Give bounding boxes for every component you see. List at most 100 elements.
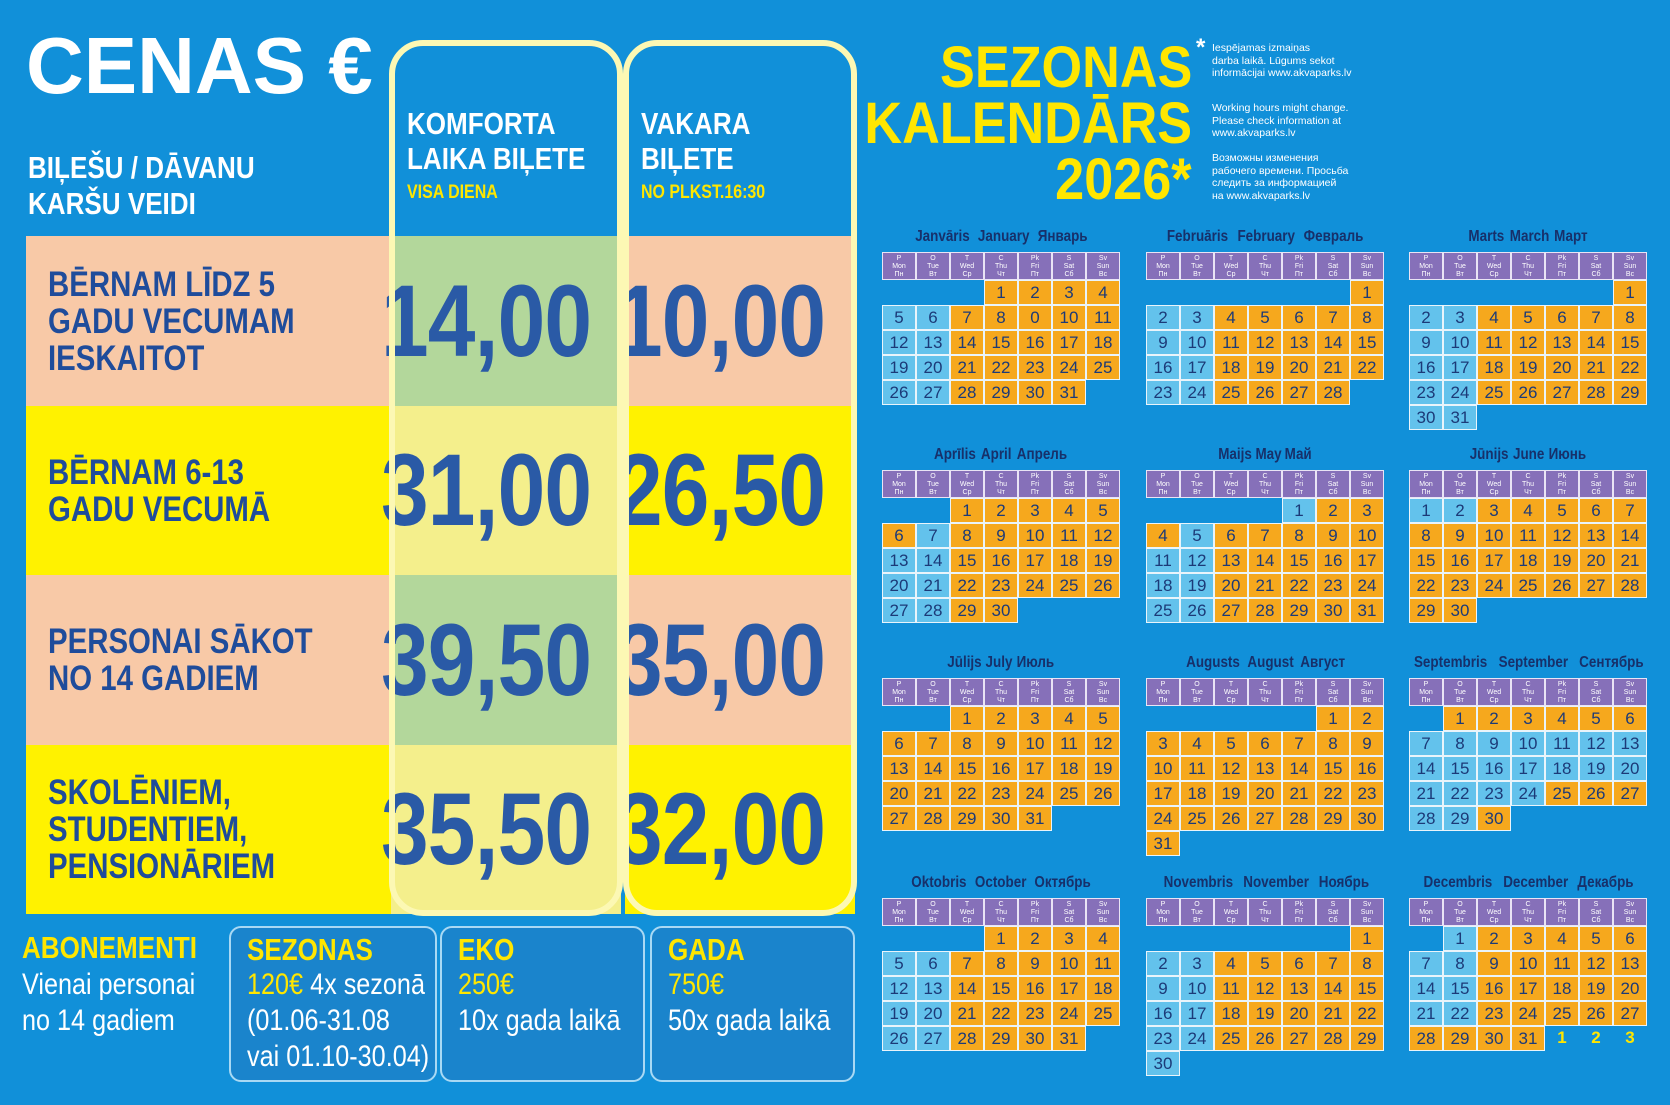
day: 11 [1086,951,1120,976]
day: 23 [1409,380,1443,405]
day: 21 [1248,573,1282,598]
day: 1 [1350,280,1384,305]
day: 7 [950,305,984,330]
day: 8 [984,305,1018,330]
price-cell: 39,50 [381,575,621,745]
weekday-label: Pk [1557,681,1567,688]
day: 4 [1511,498,1545,523]
weekday-label: O [1194,255,1200,262]
day: 18 [1214,1001,1248,1026]
weekday-label: Sat [1590,909,1602,916]
day: 12 [882,976,916,1001]
weekday-label: Mon [1156,909,1170,916]
weekday-label: Пт [1294,271,1304,278]
day: 4 [1086,280,1120,305]
row-label-cell: PERSONAI SĀKOT NO 14 GADIEM [26,575,391,745]
weekday-label: C [1262,901,1268,908]
weekday-label: O [1194,681,1200,688]
day: 25 [1511,573,1545,598]
day: 12 [1579,731,1613,756]
day: 2 [1146,305,1180,330]
day: 6 [1248,731,1282,756]
weekday-label: Пт [1557,917,1567,924]
day: 5 [1579,926,1613,951]
weekday-label: Sat [1063,481,1075,488]
weekday-label: Thu [1521,909,1535,916]
month-title: Februāris February Февраль [1146,228,1384,248]
weekday-cell: C Thu Чт [1248,678,1282,706]
weekday-label: P [1423,255,1429,262]
plan-price: 120€ [247,968,304,1001]
weekday-label: Пн [894,271,904,278]
day: 6 [882,731,916,756]
weekday-label: Вт [929,697,937,704]
row-label: SKOLĒNIEM, [48,773,231,812]
weekday-label: Sun [1096,689,1110,696]
day: 21 [1613,548,1647,573]
weekday-label: Вт [1193,489,1201,496]
weekday-label: Вс [1362,917,1372,924]
weekday-label: Sun [1360,481,1374,488]
calendar-note: informācijai www.akvaparks.lv [1212,67,1352,79]
plan-name: GADA [668,932,745,967]
day: 24 [1018,573,1052,598]
weekday-label: P [896,473,902,480]
weekday-label: Вс [1625,271,1635,278]
weekday-label: Пн [1158,271,1168,278]
weekday-label: Сб [1064,697,1074,704]
day: 15 [1282,548,1316,573]
day: 16 [984,548,1018,573]
weekday-label: Pk [1030,901,1040,908]
day: 23 [984,573,1018,598]
weekday-label: C [998,255,1004,262]
weekday-cell: S Sat Сб [1316,898,1350,926]
weekday-label: Thu [1521,263,1535,270]
weekday-label: Thu [1258,481,1272,488]
weekday-label: Вт [1193,917,1201,924]
weekday-label: Ср [1489,917,1499,924]
day: 15 [1350,976,1384,1001]
day: 11 [1146,548,1180,573]
day: 17 [1052,330,1086,355]
weekday-cell: Pk Fri Пт [1545,898,1579,926]
weekday-label: Pk [1557,901,1567,908]
day: 25 [1052,573,1086,598]
weekday-label: S [1066,255,1072,262]
weekday-cell: O Tue Вт [1443,252,1477,280]
month-name: Aprīlis [933,446,976,463]
day: 22 [1409,573,1443,598]
day: 27 [1613,781,1647,806]
day: 17 [1443,355,1477,380]
day: 11 [1545,951,1579,976]
day: 5 [1579,706,1613,731]
day: 15 [950,756,984,781]
weekday-label: Mon [892,909,906,916]
day: 26 [1545,573,1579,598]
price-cell: 14,00 [381,236,621,406]
day: 5 [882,951,916,976]
day: 10 [1511,731,1545,756]
weekday-cell: O Tue Вт [1443,898,1477,926]
day: 6 [1545,305,1579,330]
weekday-label: Fri [1030,689,1040,696]
weekday-label: Sun [1360,689,1374,696]
weekday-label: Sv [1625,255,1635,262]
day: 18 [1511,548,1545,573]
plan-price: 250€ [458,968,515,1001]
types-header: BIĻEŠU / DĀVANU [28,150,255,185]
day: 1 [1613,280,1647,305]
price: 14,00 [380,263,592,378]
day: 2 [1146,951,1180,976]
row-label: BĒRNAM LĪDZ 5 [48,264,276,304]
day: 8 [950,731,984,756]
day: 22 [1350,1001,1384,1026]
day: 27 [1248,806,1282,831]
day: 29 [1350,1026,1384,1051]
weekday-label: Sun [1096,909,1110,916]
day: 4 [1545,926,1579,951]
month-name: Novembris [1163,874,1233,891]
weekday-label: Sat [1063,909,1075,916]
calendar-note: Iespējamas izmaiņas [1212,42,1311,54]
day: 19 [1511,355,1545,380]
weekday-label: Sat [1590,263,1602,270]
